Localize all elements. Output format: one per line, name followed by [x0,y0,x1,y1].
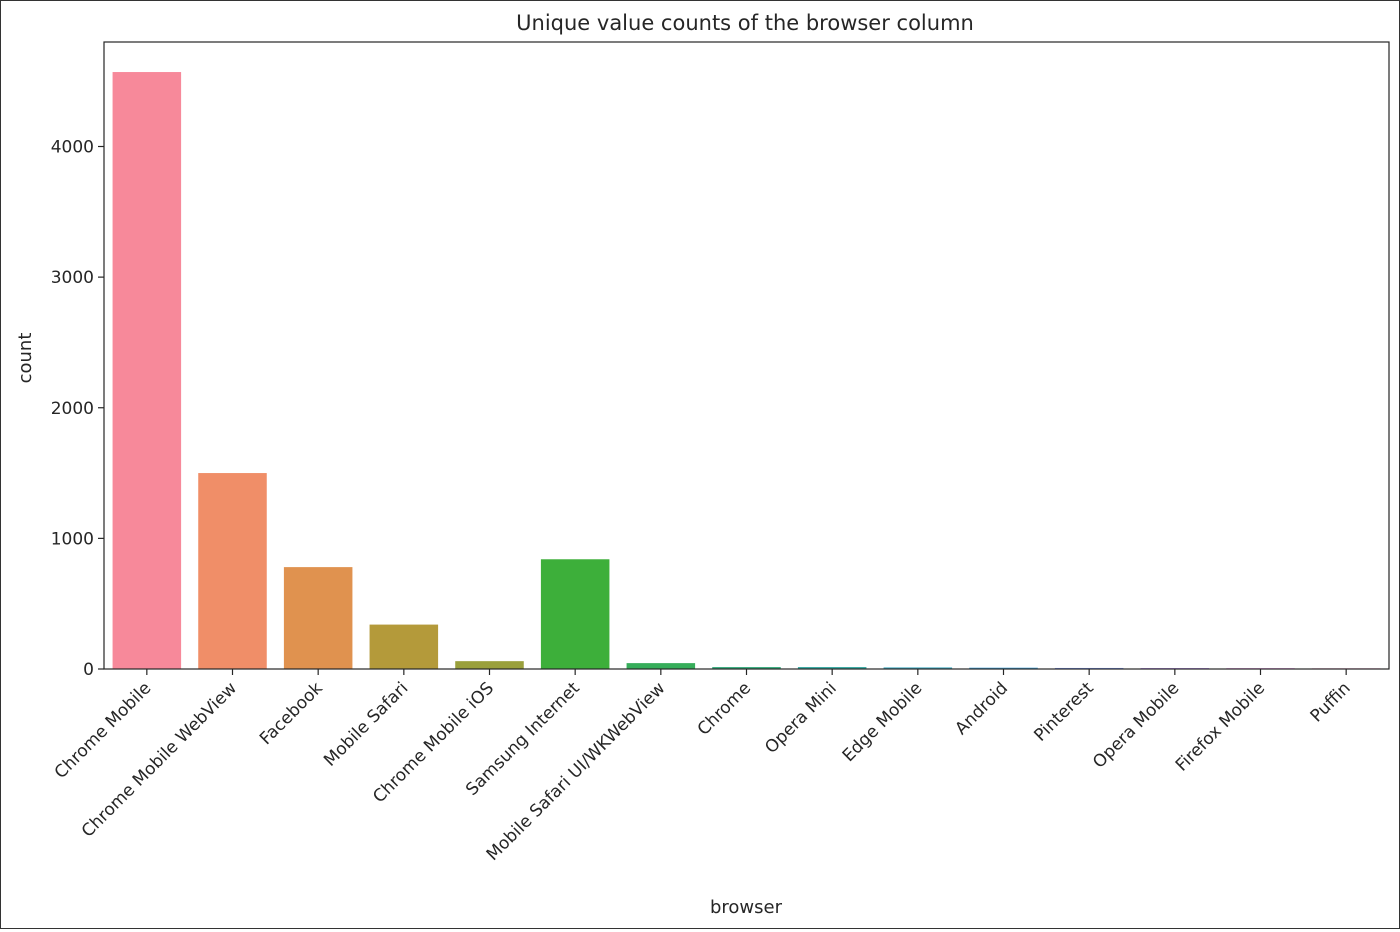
bar-chrome [712,667,781,669]
bar-chrome-mobile-ios [455,661,524,669]
bar-opera-mini [797,667,867,669]
y-tick-label: 1000 [51,529,94,549]
x-tick-label: Puffin [1307,678,1355,726]
x-tick-label: Chrome [694,678,755,739]
x-tick-label: Mobile Safari [320,678,412,770]
x-tick-label: Android [951,678,1012,739]
x-tick-label: Edge Mobile [839,678,927,766]
bar-mobile-safari [369,624,439,669]
chart-title: Unique value counts of the browser colum… [516,11,974,35]
x-axis-title: browser [710,897,783,918]
y-tick-label: 4000 [51,138,94,158]
x-tick-label: Mobile Safari UI/WKWebView [483,678,670,865]
y-axis-ticks: 0 1000 2000 3000 4000 [51,138,104,680]
bar-facebook [283,567,353,669]
x-tick-label: Firefox Mobile [1172,678,1269,775]
x-tick-label: Pinterest [1030,678,1097,745]
bar-android [969,667,1038,669]
x-tick-label: Chrome Mobile WebView [78,678,241,841]
x-tick-label: Opera Mobile [1089,678,1183,772]
bar-mobile-safari-ui-wkwebview [626,663,696,669]
x-tick-label: Facebook [256,678,327,749]
y-tick-label: 0 [83,660,94,680]
plot-area-frame [103,41,1390,670]
bar-samsung-internet [540,559,610,669]
x-tick-label: Opera Mini [761,678,840,757]
bars-group [112,72,1381,670]
y-tick-label: 2000 [51,399,94,419]
y-axis-title: count [15,333,36,384]
bar-chrome-mobile-webview [198,473,267,669]
y-tick-label: 3000 [51,268,94,288]
bar-chrome-mobile [112,72,182,670]
bar-edge-mobile [883,667,953,669]
